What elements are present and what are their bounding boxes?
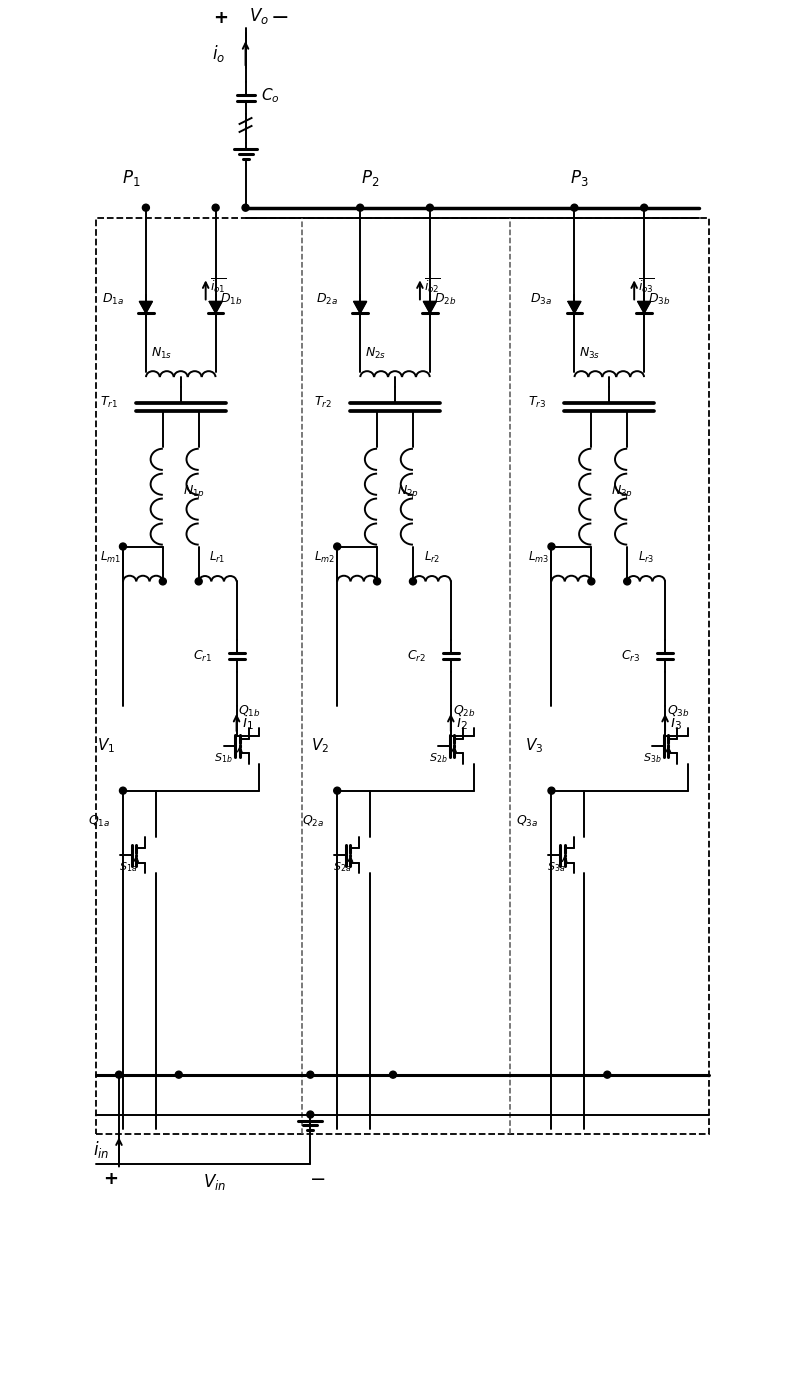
- Text: −: −: [310, 1170, 326, 1189]
- Circle shape: [119, 787, 126, 794]
- Text: $\overline{i_{o1}}$: $\overline{i_{o1}}$: [210, 276, 226, 295]
- Circle shape: [307, 1112, 314, 1119]
- Text: $Q_{2a}$: $Q_{2a}$: [302, 814, 324, 829]
- Polygon shape: [423, 301, 437, 313]
- Circle shape: [212, 204, 219, 211]
- Circle shape: [390, 1071, 397, 1078]
- Text: $C_{r2}$: $C_{r2}$: [407, 649, 426, 664]
- Text: $i_2$: $i_2$: [456, 714, 468, 732]
- Polygon shape: [638, 301, 650, 313]
- Text: $Q_{3b}$: $Q_{3b}$: [666, 704, 690, 719]
- Text: +: +: [103, 1170, 118, 1188]
- Circle shape: [159, 578, 166, 585]
- Text: $\overline{i_{o3}}$: $\overline{i_{o3}}$: [638, 276, 655, 295]
- Text: $L_{r2}$: $L_{r2}$: [424, 550, 440, 565]
- Text: $D_{2b}$: $D_{2b}$: [434, 292, 456, 306]
- Circle shape: [175, 1071, 182, 1078]
- Text: $L_{m1}$: $L_{m1}$: [100, 550, 121, 565]
- Circle shape: [571, 204, 578, 211]
- Text: $i_o$: $i_o$: [213, 43, 226, 64]
- Text: $i_{in}$: $i_{in}$: [93, 1139, 109, 1160]
- Text: $C_{r1}$: $C_{r1}$: [193, 649, 212, 664]
- Circle shape: [307, 1071, 314, 1078]
- Text: $T_{r3}$: $T_{r3}$: [528, 395, 546, 410]
- Text: $L_{m2}$: $L_{m2}$: [314, 550, 335, 565]
- Text: $L_{r1}$: $L_{r1}$: [210, 550, 226, 565]
- Text: $S_{2a}$: $S_{2a}$: [333, 861, 351, 875]
- Text: $S_{1b}$: $S_{1b}$: [214, 751, 233, 765]
- Text: $N_{3s}$: $N_{3s}$: [579, 346, 601, 362]
- Text: $D_{3a}$: $D_{3a}$: [530, 292, 553, 306]
- Text: $D_{1a}$: $D_{1a}$: [102, 292, 124, 306]
- Text: $C_{r3}$: $C_{r3}$: [621, 649, 640, 664]
- Polygon shape: [209, 301, 222, 313]
- Bar: [96, 218, 709, 1135]
- Circle shape: [548, 543, 555, 550]
- Text: $S_{2b}$: $S_{2b}$: [429, 751, 447, 765]
- Circle shape: [410, 578, 417, 585]
- Text: $L_{m3}$: $L_{m3}$: [528, 550, 550, 565]
- Text: $P_1$: $P_1$: [122, 168, 140, 187]
- Circle shape: [242, 204, 249, 211]
- Text: $C_o$: $C_o$: [262, 87, 280, 105]
- Text: $Q_{3a}$: $Q_{3a}$: [516, 814, 538, 829]
- Circle shape: [604, 1071, 610, 1078]
- Circle shape: [374, 578, 381, 585]
- Circle shape: [426, 204, 434, 211]
- Circle shape: [115, 1071, 122, 1078]
- Text: $i_1$: $i_1$: [242, 714, 254, 732]
- Text: $T_{r2}$: $T_{r2}$: [314, 395, 332, 410]
- Text: −: −: [271, 8, 290, 28]
- Circle shape: [334, 787, 341, 794]
- Text: $L_{r3}$: $L_{r3}$: [638, 550, 654, 565]
- Polygon shape: [139, 301, 153, 313]
- Circle shape: [334, 543, 341, 550]
- Text: $V_2$: $V_2$: [311, 736, 330, 755]
- Circle shape: [357, 204, 364, 211]
- Text: $P_2$: $P_2$: [361, 168, 379, 187]
- Text: $V_o$: $V_o$: [249, 7, 269, 26]
- Text: $\overline{i_{o2}}$: $\overline{i_{o2}}$: [424, 276, 441, 295]
- Text: $P_3$: $P_3$: [570, 168, 589, 187]
- Text: +: +: [213, 10, 228, 28]
- Text: $D_{2a}$: $D_{2a}$: [316, 292, 338, 306]
- Polygon shape: [568, 301, 581, 313]
- Circle shape: [119, 543, 126, 550]
- Text: $N_{2s}$: $N_{2s}$: [365, 346, 386, 362]
- Text: $N_{3p}$: $N_{3p}$: [611, 484, 634, 500]
- Text: $Q_{2b}$: $Q_{2b}$: [453, 704, 475, 719]
- Text: $Q_{1b}$: $Q_{1b}$: [238, 704, 261, 719]
- Text: $V_3$: $V_3$: [525, 736, 543, 755]
- Text: $N_{1s}$: $N_{1s}$: [151, 346, 172, 362]
- Circle shape: [548, 787, 555, 794]
- Text: $D_{1b}$: $D_{1b}$: [220, 292, 242, 306]
- Text: $S_{1a}$: $S_{1a}$: [119, 861, 137, 875]
- Circle shape: [641, 204, 648, 211]
- Text: $D_{3b}$: $D_{3b}$: [648, 292, 670, 306]
- Text: $Q_{1a}$: $Q_{1a}$: [88, 814, 110, 829]
- Text: $i_3$: $i_3$: [670, 714, 682, 732]
- Text: $V_1$: $V_1$: [97, 736, 115, 755]
- Circle shape: [588, 578, 595, 585]
- Circle shape: [195, 578, 202, 585]
- Text: $N_{1p}$: $N_{1p}$: [182, 484, 205, 500]
- Circle shape: [142, 204, 150, 211]
- Text: $T_{r1}$: $T_{r1}$: [100, 395, 118, 410]
- Text: $N_{2p}$: $N_{2p}$: [397, 484, 419, 500]
- Text: $V_{in}$: $V_{in}$: [203, 1173, 226, 1192]
- Text: $S_{3a}$: $S_{3a}$: [547, 861, 566, 875]
- Text: $S_{3b}$: $S_{3b}$: [643, 751, 662, 765]
- Polygon shape: [354, 301, 366, 313]
- Circle shape: [624, 578, 630, 585]
